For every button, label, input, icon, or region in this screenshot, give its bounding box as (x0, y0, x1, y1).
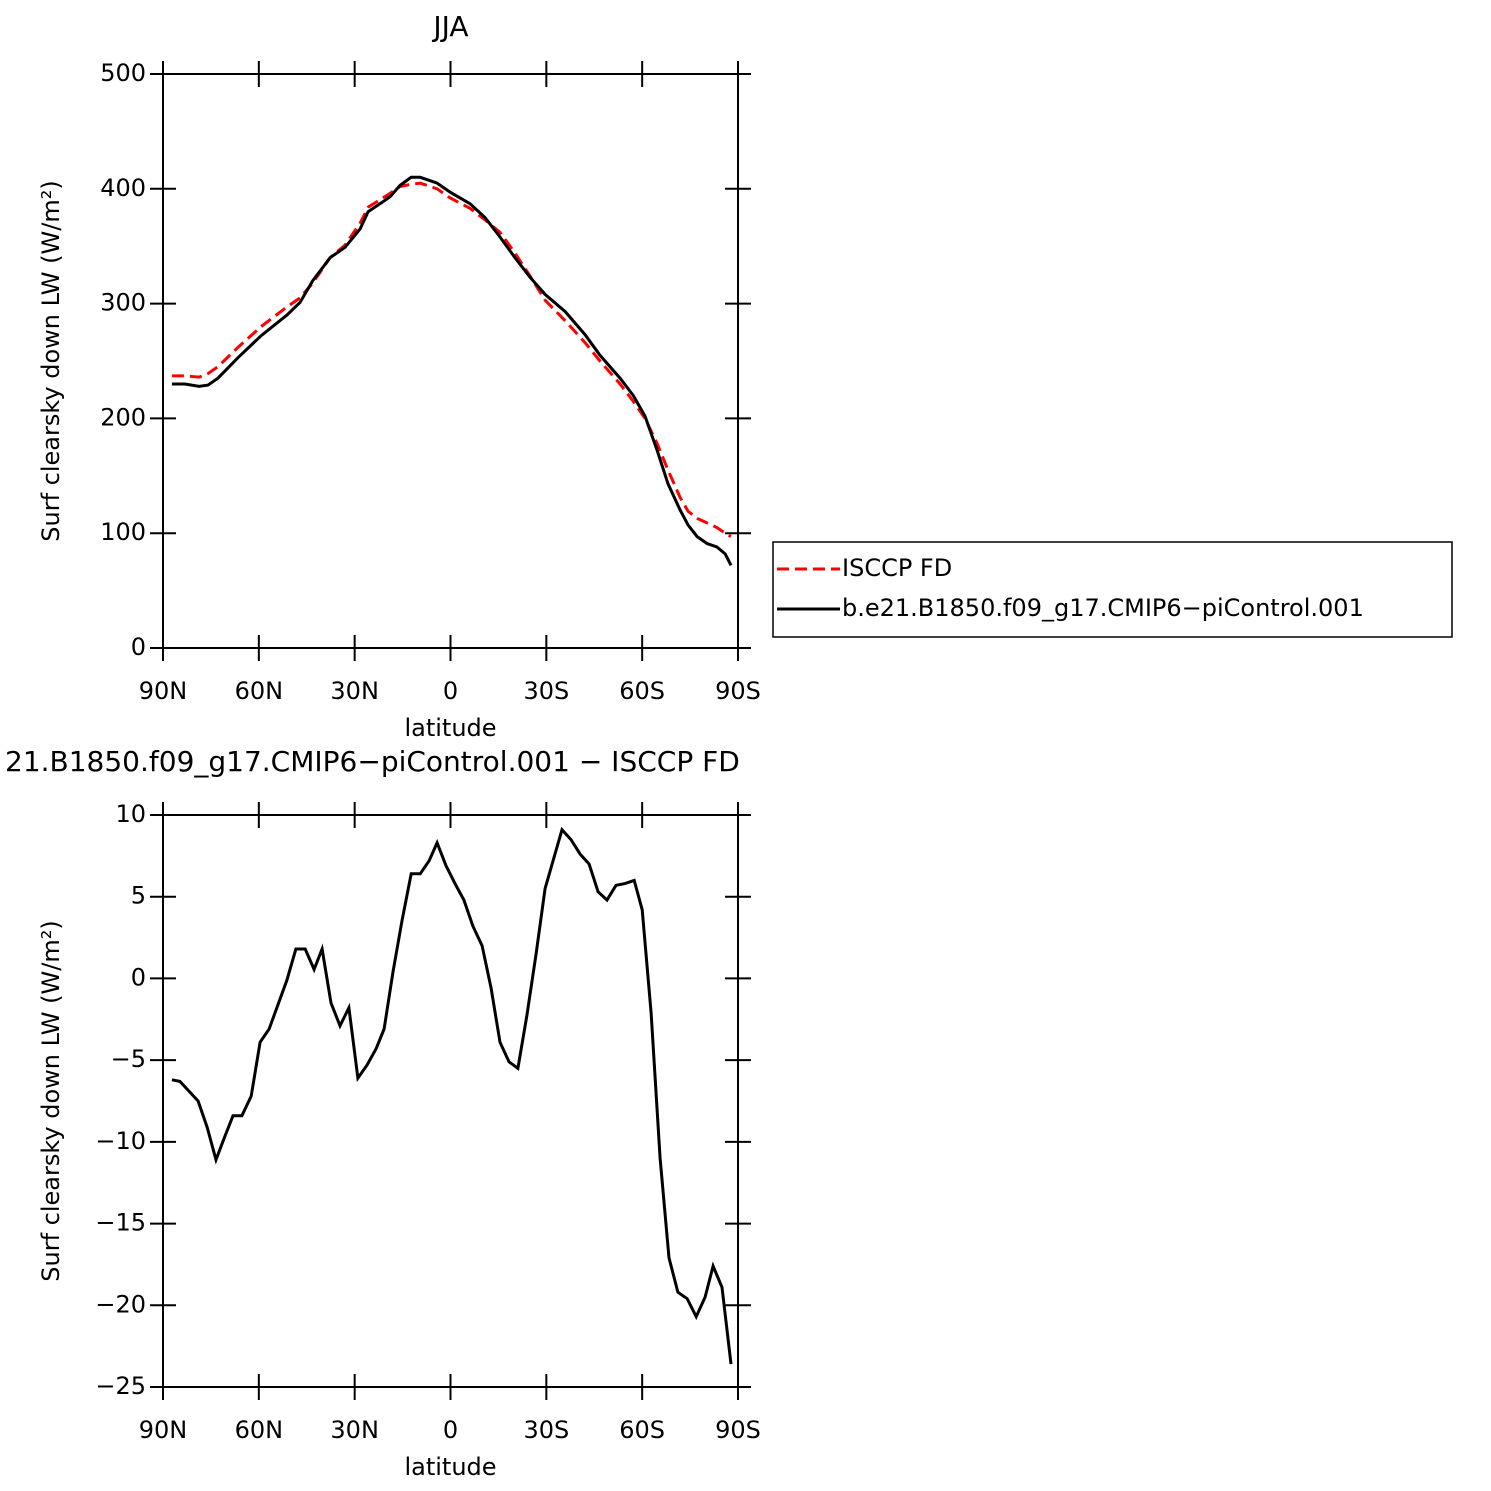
y-tick-label: 300 (100, 289, 146, 317)
y-tick-label: −5 (111, 1045, 146, 1073)
x-tick-label: 30N (330, 677, 379, 705)
x-tick-label: 60N (235, 1416, 284, 1444)
y-tick-label: 0 (131, 633, 146, 661)
x-tick-label: 60S (619, 1416, 665, 1444)
chart-title: 21.B1850.f09_g17.CMIP6−piControl.001 − I… (5, 745, 740, 778)
chart-title: JJA (431, 10, 468, 43)
y-tick-label: −20 (95, 1290, 146, 1318)
y-axis-label: Surf clearsky down LW (W/m²) (37, 920, 65, 1281)
x-tick-label: 30S (523, 1416, 569, 1444)
y-tick-label: 200 (100, 403, 146, 431)
data-line (171, 826, 733, 1365)
x-tick-label: 60N (235, 677, 284, 705)
x-tick-label: 60S (619, 677, 665, 705)
y-tick-label: 0 (131, 963, 146, 991)
y-tick-label: −25 (95, 1372, 146, 1400)
legend-box (772, 541, 1453, 638)
y-tick-label: 100 (100, 518, 146, 546)
plot-frame (162, 73, 739, 649)
y-tick-label: −15 (95, 1209, 146, 1237)
y-axis-label: Surf clearsky down LW (W/m²) (37, 180, 65, 541)
data-line (171, 181, 732, 538)
x-axis-label: latitude (404, 1453, 496, 1481)
x-tick-label: 90S (715, 1416, 761, 1444)
data-line (171, 175, 733, 566)
y-tick-label: −10 (95, 1127, 146, 1155)
x-tick-label: 30N (330, 1416, 379, 1444)
y-tick-label: 400 (100, 174, 146, 202)
y-tick-label: 500 (100, 59, 146, 87)
x-tick-label: 90N (139, 677, 188, 705)
x-tick-label: 30S (523, 677, 569, 705)
legend-label: ISCCP FD (842, 554, 952, 582)
x-tick-label: 90S (715, 677, 761, 705)
x-tick-label: 90N (139, 1416, 188, 1444)
y-tick-label: 5 (131, 882, 146, 910)
x-tick-label: 0 (443, 677, 458, 705)
x-tick-label: 0 (443, 1416, 458, 1444)
legend-label: b.e21.B1850.f09_g17.CMIP6−piControl.001 (842, 594, 1364, 622)
x-axis-label: latitude (404, 714, 496, 742)
y-tick-label: 10 (115, 800, 146, 828)
